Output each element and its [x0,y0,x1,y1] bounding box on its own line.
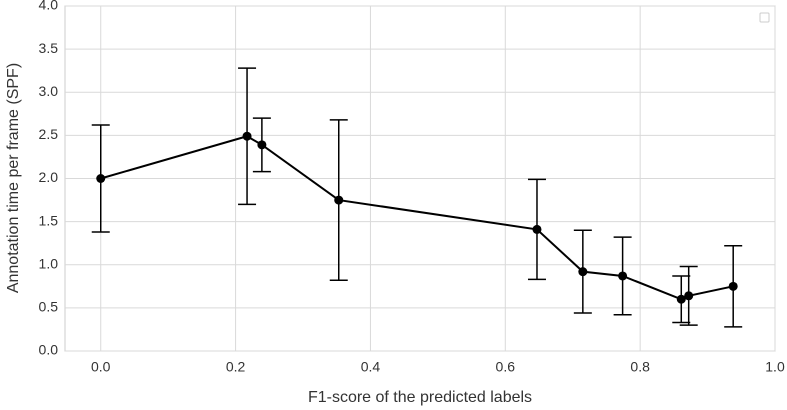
y-tick-label: 3.0 [39,83,59,99]
x-tick-label: 0.0 [91,359,111,375]
x-tick-label: 0.2 [226,359,246,375]
data-point [578,267,588,277]
y-tick-label: 3.5 [39,40,59,56]
data-point [676,294,686,304]
data-point [684,291,694,301]
data-point [532,224,542,234]
data-point [728,281,738,291]
x-tick-label: 0.4 [361,359,381,375]
data-point [242,131,252,141]
x-tick-label: 0.8 [630,359,650,375]
x-tick-label: 1.0 [765,359,785,375]
data-point [618,271,628,281]
y-axis-label: Annotation time per frame (SPF) [5,63,22,293]
y-tick-label: 1.5 [39,212,59,228]
y-tick-label: 0.5 [39,299,59,315]
y-tick-label: 2.0 [39,169,59,185]
data-line [100,135,734,301]
y-tick-label: 4.0 [39,0,59,13]
data-point [96,174,106,183]
data-point [257,140,267,150]
y-tick-label: 1.0 [39,255,59,271]
y-tick-label: 0.0 [39,342,59,358]
data-point [334,195,344,205]
x-tick-label: 0.6 [496,359,516,375]
x-axis-label: F1-score of the predicted labels [308,389,532,406]
legend-box [759,12,770,23]
y-tick-label: 2.5 [39,126,59,142]
